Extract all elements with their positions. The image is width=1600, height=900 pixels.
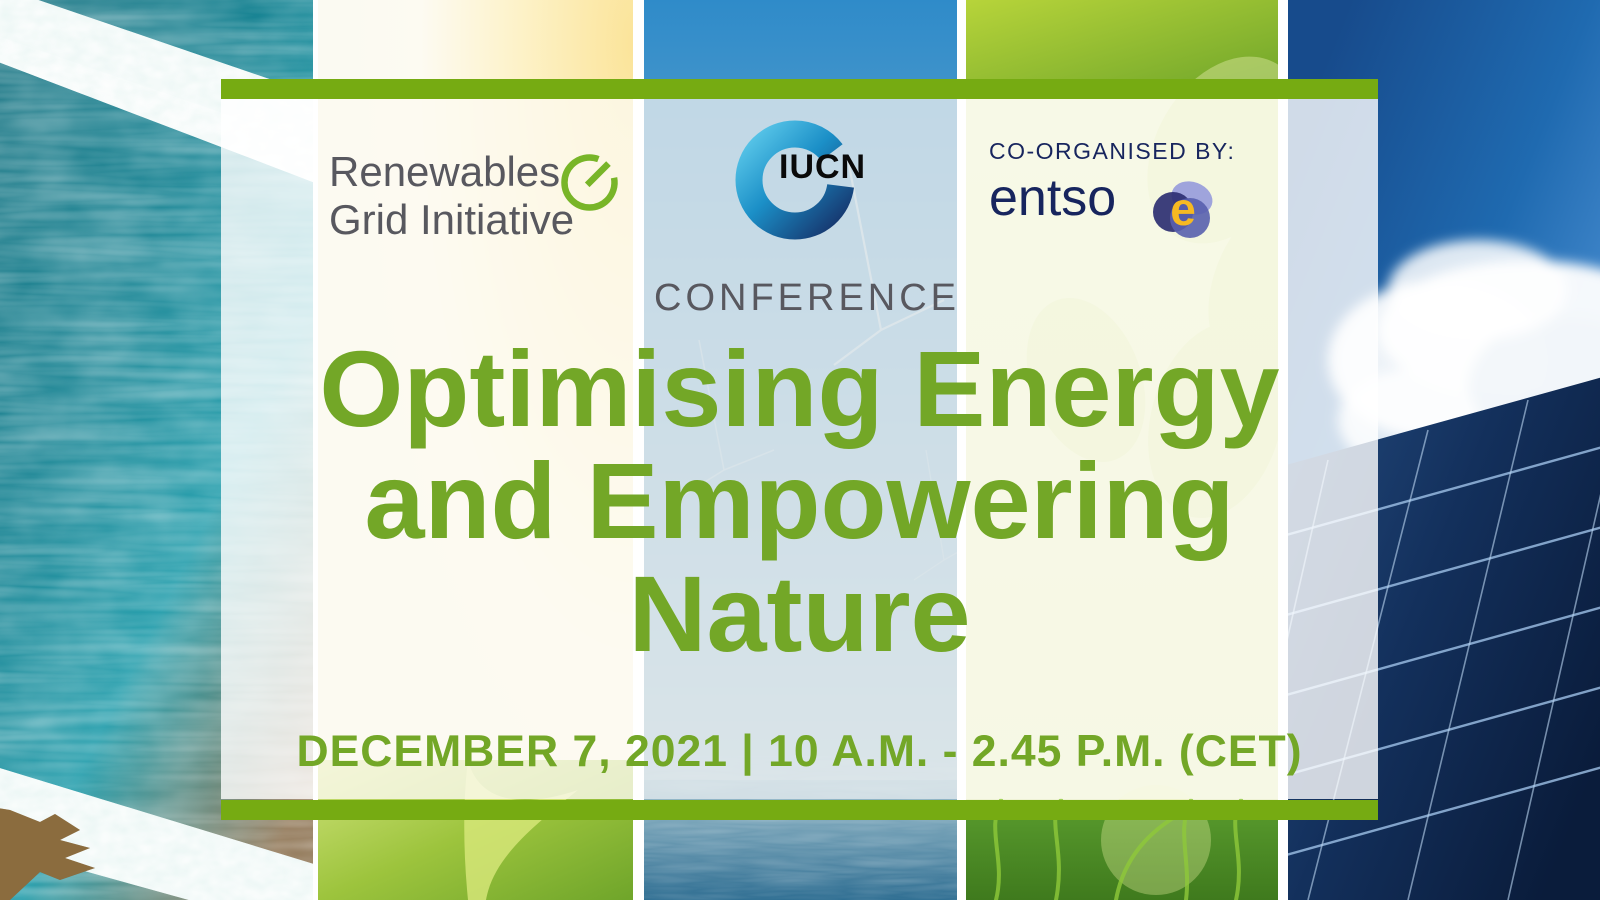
svg-text:e: e (1170, 183, 1196, 235)
